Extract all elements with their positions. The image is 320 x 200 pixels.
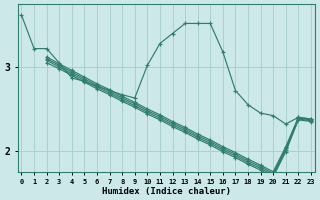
X-axis label: Humidex (Indice chaleur): Humidex (Indice chaleur) (102, 187, 231, 196)
